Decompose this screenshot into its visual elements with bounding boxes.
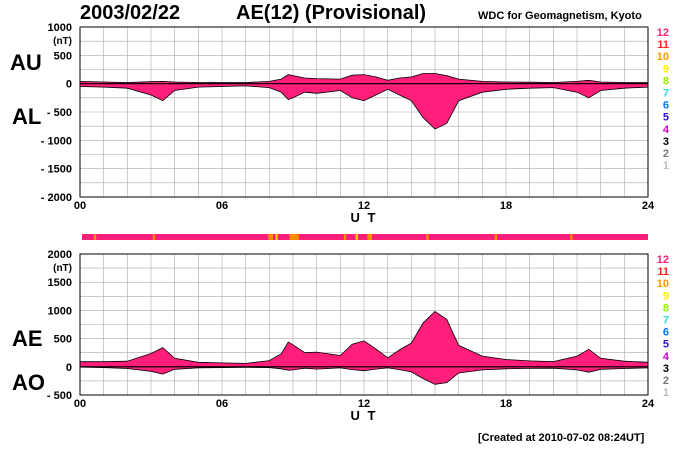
created-stamp: [Created at 2010-07-02 08:24UT] [478,432,645,444]
series-ao [79,366,649,385]
legend-item-4: 4 [663,351,670,363]
ao-label: AO [12,370,45,395]
station-count-segment [367,234,373,240]
x-tick-label: 24 [642,200,655,212]
y-tick-label: 1000 [48,305,72,317]
legend-item-5: 5 [663,112,669,124]
legend-item-5: 5 [663,339,669,351]
chart-title: AE(12) (Provisional) [236,2,427,24]
x-tick-label: 12 [358,398,370,410]
station-count-segment [355,234,358,240]
x-tick-label: 18 [500,398,512,410]
chart-date: 2003/02/22 [80,2,181,24]
legend-item-9: 9 [663,63,669,75]
series-ae [79,310,649,368]
legend-item-12: 12 [657,27,669,39]
x-axis-label: U T [351,210,378,225]
plot-frame [79,253,649,396]
legend-item-10: 10 [657,278,669,290]
y-tick-label: - 2000 [41,192,72,204]
series-au [79,73,649,85]
y-tick-label: 500 [54,50,72,62]
x-axis-label: U T [351,408,378,423]
legend-item-7: 7 [663,315,669,327]
x-tick-label: 12 [358,200,370,212]
station-count-segment [152,234,156,240]
legend-item-3: 3 [663,136,669,148]
y-tick-label: - 1000 [41,135,72,147]
x-tick-label: 24 [642,398,655,410]
y-tick-label: 2000 [48,249,72,261]
y-axis-unit: (nT) [53,263,72,274]
ae-label: AE [12,326,43,351]
legend-item-2: 2 [663,375,669,387]
y-tick-label: 1500 [48,277,72,289]
station-count-segment [570,234,573,240]
y-tick-label: - 500 [47,390,72,402]
legend-item-11: 11 [657,39,669,51]
series-al [79,83,649,130]
panel-top [79,26,649,198]
y-tick-label: 1000 [48,22,72,34]
station-count-segment [426,234,429,240]
data-source: WDC for Geomagnetism, Kyoto [478,10,642,22]
legend-item-3: 3 [663,363,669,375]
legend-item-11: 11 [657,266,669,278]
y-tick-label: - 1500 [41,164,72,176]
legend-item-8: 8 [663,75,669,87]
legend-item-1: 1 [663,160,669,172]
panel-bottom [79,253,649,396]
al-label: AL [12,104,42,129]
station-count-bar [82,234,648,240]
station-count-segment [289,234,299,240]
legend-item-12: 12 [657,254,669,266]
legend-item-2: 2 [663,148,669,160]
legend-item-8: 8 [663,302,669,314]
station-count-segment [343,234,347,240]
legend-item-7: 7 [663,88,669,100]
legend-item-6: 6 [663,100,669,112]
station-count-segment [93,234,97,240]
x-tick-label: 00 [74,200,86,212]
station-count-segment [275,234,278,240]
au-label: AU [10,50,42,75]
y-tick-label: 500 [54,334,72,346]
legend-item-6: 6 [663,327,669,339]
x-tick-label: 06 [216,200,228,212]
y-tick-label: 0 [66,362,72,374]
legend-item-4: 4 [663,124,670,136]
legend-item-9: 9 [663,290,669,302]
plot-frame [79,26,649,198]
legend-item-1: 1 [663,387,669,399]
x-tick-label: 06 [216,398,228,410]
x-tick-label: 00 [74,398,86,410]
station-count-segment [494,234,498,240]
y-tick-label: - 500 [47,107,72,119]
y-tick-label: 0 [66,79,72,91]
legend-item-10: 10 [657,51,669,63]
y-axis-unit: (nT) [53,36,72,47]
station-count-segment [268,234,274,240]
x-tick-label: 18 [500,200,512,212]
